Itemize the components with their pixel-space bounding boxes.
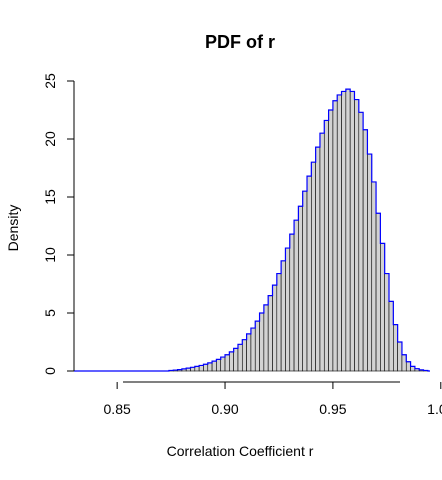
histogram-bar — [354, 99, 360, 372]
histogram-bar — [233, 348, 239, 372]
histogram-bar — [332, 100, 338, 372]
density-curve — [74, 88, 430, 372]
histogram-bar — [358, 112, 364, 372]
x-tick-label: 0.95 — [319, 401, 346, 417]
x-axis-label: Correlation Coefficient r — [167, 443, 314, 459]
histogram-bar — [384, 273, 390, 372]
histogram-bar — [259, 312, 265, 372]
histogram-bar — [263, 304, 269, 372]
histogram-bar — [328, 109, 334, 372]
x-tick-label: 0.90 — [211, 401, 238, 417]
histogram-bar — [311, 161, 316, 372]
histogram-bar — [405, 361, 411, 372]
histogram-bar — [380, 243, 385, 372]
histogram-bar — [401, 354, 407, 372]
histogram-bar — [285, 247, 291, 372]
histogram-bar — [410, 366, 416, 372]
histogram-bar — [216, 359, 222, 372]
x-tick-label: 1.00 — [427, 401, 442, 417]
y-tick-label: 5 — [42, 309, 58, 317]
histogram-bar — [375, 212, 381, 372]
histogram-bar — [254, 320, 260, 372]
x-tick-label: 0.85 — [104, 401, 131, 417]
histogram-bar — [224, 354, 230, 372]
histogram-bar — [289, 233, 295, 372]
histogram-bar — [276, 273, 282, 372]
histogram-bar — [198, 365, 204, 372]
histogram-bar — [336, 94, 342, 372]
histogram-bar — [220, 356, 226, 372]
chart-title: PDF of r — [205, 32, 275, 52]
histogram-bar — [302, 190, 308, 372]
histogram-bar — [246, 333, 252, 372]
histogram-bar — [241, 339, 247, 372]
y-tick-label: 0 — [42, 367, 58, 375]
histogram-bar — [194, 366, 200, 372]
histogram-bar — [319, 132, 325, 372]
histogram-bar — [393, 324, 398, 372]
histogram-bar — [203, 363, 209, 372]
x-axis-ticks: 0.85 0.90 0.95 1.00 — [104, 382, 442, 417]
histogram-bars — [168, 88, 429, 372]
histogram-bar — [345, 88, 351, 372]
histogram-bar — [397, 341, 403, 372]
y-axis-ticks: 0 5 10 15 20 25 — [42, 73, 74, 375]
histogram-bar — [280, 260, 286, 372]
y-tick-label: 15 — [42, 189, 58, 205]
y-axis-label: Density — [5, 205, 21, 252]
y-tick-label: 10 — [42, 247, 58, 263]
histogram-bar — [211, 360, 217, 372]
y-tick-label: 20 — [42, 131, 58, 147]
histogram-bar — [298, 205, 304, 372]
histogram-bar — [250, 327, 256, 372]
histogram-bar — [323, 120, 329, 372]
histogram-bar — [315, 146, 321, 372]
histogram-bar — [229, 351, 234, 372]
y-tick-label: 25 — [42, 73, 58, 89]
histogram-bar — [293, 219, 299, 372]
histogram-bar — [349, 91, 355, 372]
histogram-bar — [306, 175, 312, 372]
histogram-bar — [362, 129, 368, 372]
histogram-bar — [341, 91, 347, 372]
histogram-bar — [371, 181, 377, 372]
histogram-bar — [207, 362, 213, 372]
histogram-bar — [388, 301, 394, 372]
histogram-bar — [237, 344, 243, 372]
histogram-bar — [272, 284, 278, 372]
histogram-bar — [367, 153, 373, 372]
histogram-bar — [267, 295, 273, 372]
